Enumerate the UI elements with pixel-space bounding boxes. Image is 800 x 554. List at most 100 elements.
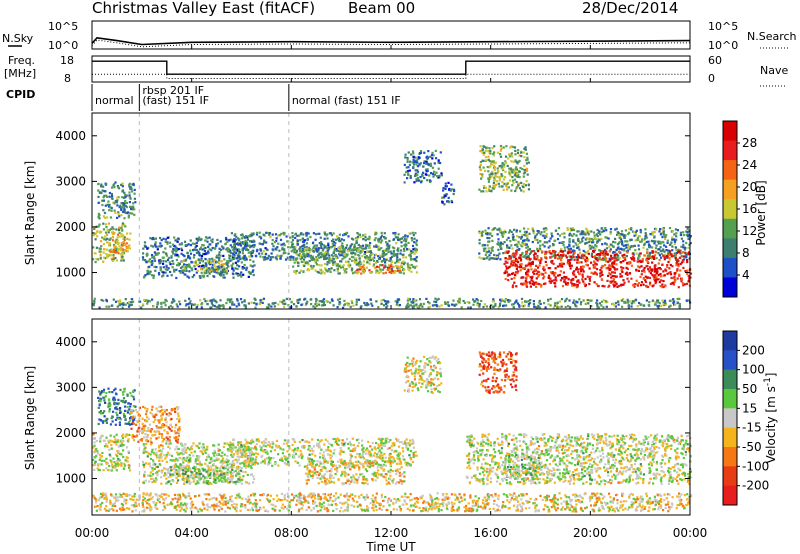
echo-cell: [673, 254, 676, 257]
echo-cell: [237, 302, 240, 305]
echo-cell: [508, 265, 511, 268]
echo-cell: [563, 236, 566, 239]
echo-cell: [506, 164, 509, 167]
echo-cell: [628, 245, 631, 248]
echo-cell: [611, 257, 614, 260]
echo-cell: [632, 231, 635, 234]
echo-cell: [492, 181, 495, 184]
echo-cell: [225, 267, 229, 270]
echo-cell: [552, 306, 555, 309]
echo-cell: [103, 190, 106, 193]
echo-cell: [650, 269, 653, 272]
echo-cell: [347, 248, 350, 251]
echo-cell: [519, 230, 522, 233]
echo-cell: [237, 237, 240, 240]
echo-cell: [507, 250, 510, 253]
echo-cell: [113, 461, 116, 464]
echo-cell: [114, 465, 117, 468]
echo-cell: [225, 270, 228, 273]
echo-cell: [488, 250, 491, 253]
echo-cell: [571, 254, 575, 257]
echo-cell: [200, 257, 203, 260]
echo-cell: [103, 410, 106, 413]
echo-cell: [641, 270, 644, 273]
echo-cell: [118, 423, 121, 426]
echo-cell: [120, 259, 123, 262]
echo-cell: [338, 272, 341, 275]
echo-cell: [127, 450, 130, 453]
echo-cell: [165, 436, 168, 439]
nsearch-label: N.Search: [747, 30, 797, 43]
echo-cell: [116, 236, 119, 239]
echo-cell: [607, 260, 610, 263]
echo-cell: [298, 252, 301, 255]
echo-cell: [539, 248, 542, 251]
echo-cell: [576, 280, 579, 283]
echo-cell: [234, 267, 237, 270]
echo-cell: [92, 302, 95, 306]
echo-cell: [334, 238, 338, 241]
echo-cell: [150, 428, 153, 431]
echo-cell: [93, 461, 97, 464]
echo-cell: [365, 304, 368, 307]
echo-cell: [654, 264, 657, 268]
echo-cell: [245, 247, 248, 250]
echo-cell: [121, 253, 124, 256]
echo-cell: [172, 268, 176, 271]
echo-cell: [610, 280, 613, 283]
echo-cell: [299, 246, 302, 249]
echo-cell: [567, 250, 570, 253]
echo-cell: [355, 263, 358, 266]
echo-cell: [377, 240, 380, 243]
echo-cell: [356, 237, 359, 240]
echo-cell: [141, 431, 144, 434]
echo-cell: [410, 263, 413, 267]
echo-cell: [315, 255, 318, 259]
echo-cell: [668, 243, 672, 246]
echo-cell: [558, 262, 561, 265]
echo-cell: [630, 305, 633, 308]
echo-cell: [392, 250, 395, 253]
echo-cell: [100, 184, 103, 188]
echo-cell: [119, 407, 122, 410]
echo-cell: [645, 259, 648, 262]
echo-cell: [428, 180, 432, 184]
echo-cell: [242, 247, 246, 250]
echo-cell: [604, 251, 608, 254]
echo-cell: [646, 260, 649, 264]
echo-cell: [108, 441, 111, 444]
echo-cell: [112, 256, 115, 259]
echo-cell: [489, 251, 492, 255]
echo-cell: [617, 254, 620, 257]
echo-cell: [577, 246, 580, 249]
echo-cell: [442, 187, 445, 190]
echo-cell: [113, 186, 116, 189]
echo-cell: [515, 285, 518, 288]
echo-cell: [371, 304, 374, 307]
echo-cell: [600, 237, 603, 240]
echo-cell: [225, 271, 228, 275]
echo-cell: [144, 433, 147, 436]
echo-cell: [670, 299, 673, 302]
echo-cell: [388, 300, 391, 303]
echo-cell: [227, 265, 230, 268]
echo-cell: [299, 258, 302, 261]
echo-cell: [186, 264, 189, 267]
echo-cell: [413, 237, 416, 240]
echo-cell: [178, 243, 181, 246]
echo-cell: [207, 267, 210, 270]
echo-cell: [527, 161, 530, 164]
echo-cell: [123, 466, 126, 469]
echo-cell: [362, 247, 365, 250]
echo-cell: [663, 233, 666, 236]
echo-cell: [205, 263, 208, 266]
echo-cell: [503, 229, 506, 232]
echo-cell: [526, 237, 529, 240]
echo-cell: [504, 270, 507, 273]
echo-cell: [535, 306, 538, 309]
echo-cell: [154, 434, 157, 437]
echo-cell: [396, 302, 399, 305]
echo-cell: [512, 235, 515, 238]
echo-cell: [386, 242, 389, 245]
echo-cell: [478, 305, 481, 308]
